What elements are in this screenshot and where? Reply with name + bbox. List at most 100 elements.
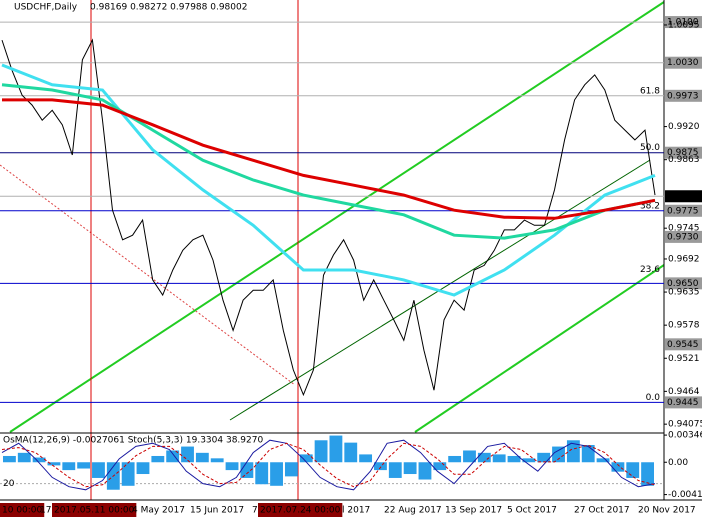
x-tick-label: 22 Aug 2017 — [384, 506, 442, 516]
histogram-bar — [17, 452, 31, 463]
level-label: 1.0100 — [667, 18, 699, 28]
histogram-bar — [403, 462, 417, 475]
x-label-bg — [258, 503, 343, 517]
level-label: 0.9775 — [667, 206, 699, 216]
level-label-bg — [665, 277, 702, 290]
level-label: 0.9545 — [667, 340, 699, 350]
histogram-bar — [3, 455, 16, 463]
level-label-bg — [665, 190, 702, 203]
histogram-bar — [641, 462, 654, 486]
histogram-bar — [581, 444, 595, 463]
y2-tick-label: 20 — [3, 479, 15, 489]
y-tick-label: 0.9920 — [668, 122, 700, 132]
histogram-bar — [77, 462, 91, 469]
histogram-bar — [552, 446, 565, 463]
histogram-bar — [626, 462, 640, 478]
y-tick-label: 0.94075 — [668, 420, 702, 430]
histogram-bar — [492, 454, 506, 463]
histogram-bar — [463, 450, 476, 463]
x-tick-label: 15 Jun 2017 — [190, 506, 244, 516]
x-tick-label: 2017.05.11 00:00 — [54, 506, 135, 516]
histogram-bar — [448, 455, 462, 463]
histogram-bar — [121, 462, 135, 486]
histogram-bar — [418, 462, 432, 480]
x-tick-label: l 2017 — [342, 506, 370, 516]
stoch-line — [1, 439, 656, 491]
level-label: 0.9800 — [667, 192, 699, 202]
trend-line — [0, 164, 296, 386]
histogram-bar — [329, 435, 343, 463]
histogram-bar — [284, 462, 298, 477]
x-tick-label: 27 Oct 2017 — [574, 506, 630, 516]
y-tick-label: 0.9745 — [668, 224, 700, 234]
histogram-bar — [344, 442, 358, 463]
y-tick-label: 1.0095 — [668, 20, 700, 30]
histogram-bar — [522, 458, 536, 463]
fib-label: 50.0 — [640, 143, 660, 153]
histogram-bar — [359, 454, 373, 463]
level-label: 0.9445 — [667, 398, 699, 408]
level-label: 1.0030 — [667, 58, 699, 68]
x-label-bg — [0, 503, 45, 517]
y-tick-label: 0.9635 — [668, 288, 700, 298]
price-line — [1, 83, 656, 240]
ohlc-values: 0.98169 0.98272 0.97988 0.98002 — [90, 3, 247, 13]
histogram-bar — [255, 462, 269, 485]
x-tick-label: 10 00:00 — [2, 506, 43, 516]
indicator-title: OsMA(12,26,9) -0.0027061 Stoch(5,3,3) 19… — [3, 436, 263, 446]
histogram-bar — [270, 462, 283, 486]
y-tick-label: 0.9464 — [668, 387, 700, 397]
histogram-bar — [314, 440, 328, 463]
histogram-bar — [596, 458, 610, 463]
level-label-bg — [665, 396, 702, 409]
level-label-bg — [665, 146, 702, 159]
fib-label: 0.0 — [646, 393, 661, 403]
fib-label: 38.2 — [640, 201, 660, 211]
price-line — [1, 63, 656, 297]
x-label-bg — [52, 503, 137, 517]
histogram-bar — [477, 452, 491, 463]
fib-label: 61.8 — [640, 86, 660, 96]
histogram-bar — [181, 446, 194, 463]
y-tick-label: 0.9863 — [668, 155, 700, 165]
y-tick-label: 0.00 — [668, 458, 688, 468]
histogram-bar — [195, 452, 209, 463]
histogram-bar — [537, 452, 551, 463]
histogram-bar — [299, 454, 313, 463]
y-tick-label: 0.9578 — [668, 321, 700, 331]
histogram-bar — [611, 462, 625, 472]
channel-line — [9, 1, 665, 433]
histogram-bar — [166, 450, 180, 463]
price-line — [2, 98, 656, 220]
x-tick-label: 7 — [252, 506, 258, 516]
histogram-bar — [225, 462, 239, 471]
x-tick-label: 17 — [40, 506, 51, 516]
histogram-bar — [47, 462, 61, 466]
x-tick-label: 20 Nov 2017 — [638, 506, 696, 516]
histogram-bar — [433, 462, 447, 471]
x-tick-label: 13 Sep 2017 — [445, 506, 502, 516]
x-tick-label: 4 May 2017 — [132, 506, 185, 516]
y-tick-label: 0.003461 — [668, 431, 702, 441]
histogram-bar — [566, 440, 580, 463]
level-label: 0.9730 — [667, 232, 699, 242]
histogram-bar — [388, 462, 402, 478]
histogram-bar — [62, 462, 76, 471]
level-label-bg — [665, 89, 702, 102]
y-tick-label: 0.9692 — [668, 254, 700, 264]
fib-label: 23.6 — [640, 265, 660, 275]
level-label-bg — [665, 338, 702, 351]
y-tick-label: 0.9521 — [668, 354, 700, 364]
level-label-bg — [665, 56, 702, 69]
level-label-bg — [665, 16, 702, 29]
histogram-bar — [136, 462, 150, 475]
histogram-bar — [151, 455, 165, 463]
level-label: 0.9875 — [667, 148, 699, 158]
histogram-bar — [92, 462, 105, 478]
stoch-line — [1, 442, 656, 488]
histogram-bar — [374, 462, 387, 471]
x-tick-label: 5 Oct 2017 — [507, 506, 557, 516]
